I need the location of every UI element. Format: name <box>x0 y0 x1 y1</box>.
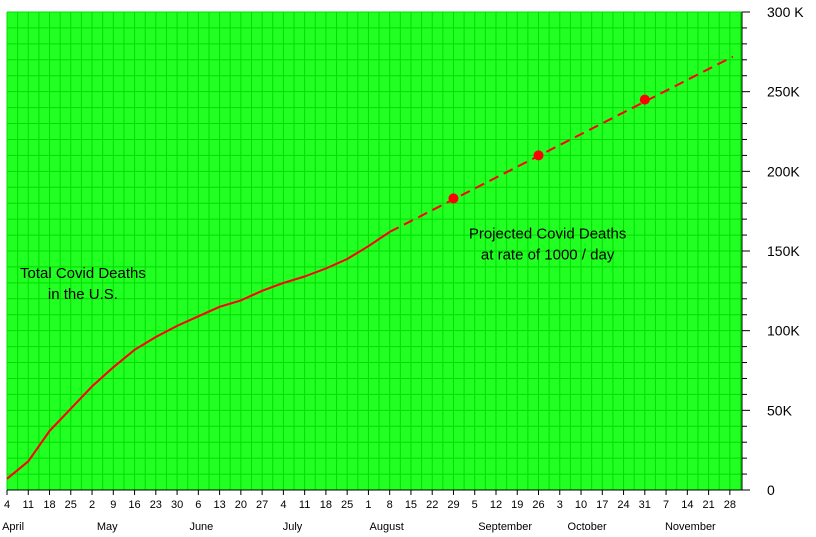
x-tick-label: 24 <box>617 499 629 511</box>
x-tick-label: 21 <box>702 499 714 511</box>
x-month-label: October <box>568 521 607 533</box>
y-tick-label: 200K <box>767 163 800 179</box>
x-tick-label: 14 <box>681 499 693 511</box>
x-tick-label: 8 <box>387 499 393 511</box>
x-tick-label: 10 <box>575 499 587 511</box>
y-axis-ticks: 0 50K 100K 150K 200K 250K 300 K <box>742 4 804 498</box>
y-tick-label: 150K <box>767 243 800 259</box>
y-tick-label: 100K <box>767 323 800 339</box>
x-tick-label: 5 <box>472 499 478 511</box>
total-deaths-line <box>6 231 391 480</box>
total-deaths-annotation: in the U.S. <box>48 286 118 303</box>
x-tick-label: 2 <box>89 499 95 511</box>
x-tick-label: 28 <box>724 499 736 511</box>
x-tick-label: 27 <box>256 499 268 511</box>
grid-minor <box>6 11 742 491</box>
projection-markers <box>448 94 650 204</box>
x-tick-label: 20 <box>235 499 247 511</box>
y-tick-label: 0 <box>767 482 775 498</box>
x-tick-label: 16 <box>128 499 140 511</box>
y-tick-label: 250K <box>767 84 800 100</box>
series-lines <box>6 55 734 480</box>
x-tick-label: 7 <box>663 499 669 511</box>
x-tick-label: 13 <box>213 499 225 511</box>
x-month-label: July <box>283 521 303 533</box>
x-month-label: May <box>97 521 118 533</box>
x-tick-label: 25 <box>341 499 353 511</box>
x-tick-label: 29 <box>447 499 459 511</box>
projection-annotation: Projected Covid Deaths <box>469 225 627 242</box>
x-tick-label: 11 <box>299 499 310 511</box>
x-month-label: August <box>370 521 404 533</box>
projected-deaths-line <box>389 55 734 233</box>
x-tick-label: 30 <box>171 499 183 511</box>
x-tick-label: 1 <box>365 499 371 511</box>
projection-marker <box>533 150 544 161</box>
annotations: Total Covid Deaths in the U.S. Projected C… <box>20 225 626 303</box>
x-tick-label: 17 <box>596 499 608 511</box>
x-month-label: June <box>189 521 213 533</box>
x-tick-label: 31 <box>639 499 651 511</box>
x-tick-label: 18 <box>320 499 332 511</box>
x-tick-label: 11 <box>23 499 34 511</box>
y-tick-label: 50K <box>767 402 793 418</box>
x-tick-label: 12 <box>490 499 502 511</box>
x-month-label: September <box>478 521 532 533</box>
x-tick-label: 19 <box>511 499 523 511</box>
x-axis-ticks: 4 11 18 25 2 9 16 23 30 6 13 20 27 4 11 18 25 1 8 15 22 29 5 12… <box>4 490 736 511</box>
x-tick-label: 15 <box>405 499 417 511</box>
x-tick-label: 6 <box>195 499 201 511</box>
x-tick-label: 23 <box>150 499 162 511</box>
x-tick-label: 18 <box>43 499 55 511</box>
x-tick-label: 22 <box>426 499 438 511</box>
x-tick-label: 4 <box>4 499 10 511</box>
x-tick-label: 9 <box>110 499 116 511</box>
x-axis-month-labels: April May June July August September October No… <box>2 521 716 533</box>
x-tick-label: 3 <box>557 499 563 511</box>
total-deaths-annotation: Total Covid Deaths <box>20 265 146 282</box>
projection-annotation: at rate of 1000 / day <box>481 246 615 263</box>
y-tick-label: 300 K <box>767 4 804 20</box>
x-tick-label: 26 <box>532 499 544 511</box>
x-tick-label: 25 <box>65 499 77 511</box>
x-month-label: April <box>2 521 24 533</box>
projection-marker <box>448 193 459 204</box>
x-tick-label: 4 <box>280 499 286 511</box>
projection-marker <box>639 94 650 105</box>
x-month-label: November <box>665 521 716 533</box>
